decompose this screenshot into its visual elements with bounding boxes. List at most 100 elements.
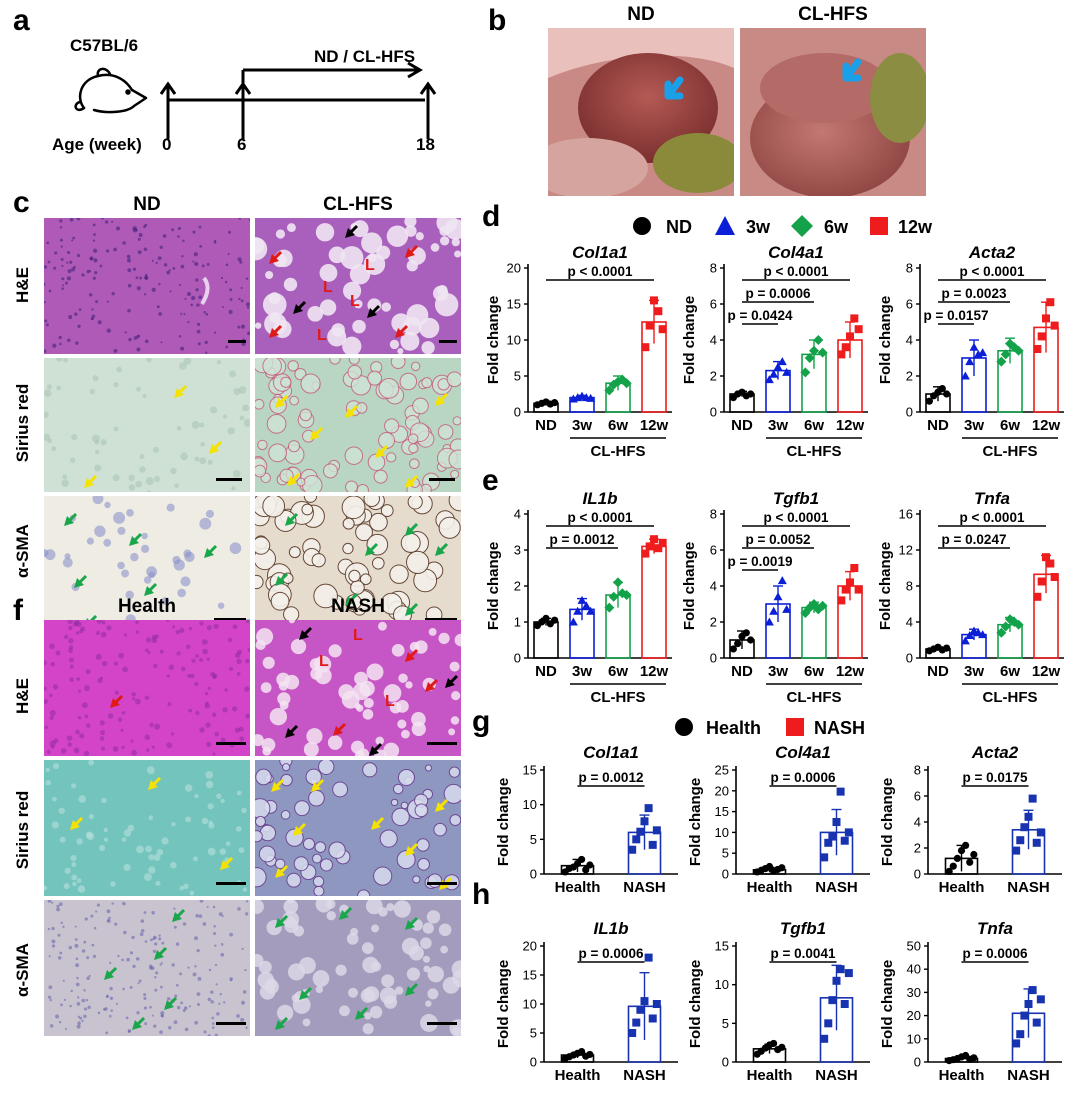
x-tick-label: ND — [535, 663, 557, 680]
black-arrow — [445, 674, 459, 688]
x-tick-label: ND — [731, 663, 753, 680]
green-arrow — [405, 916, 419, 930]
x-tick-label: 3w — [964, 417, 984, 434]
chart-h-il1b: IL1b Fold change 0 5 10 15 20 Health NASH p = 0.0… — [495, 920, 678, 1084]
y-tick-label: 50 — [907, 939, 921, 954]
data-point — [747, 390, 755, 398]
data-point — [970, 850, 978, 859]
data-point — [542, 614, 550, 622]
x-tick-label: ND — [927, 663, 949, 680]
p-value-label: p = 0.0012 — [579, 770, 644, 785]
data-point — [962, 841, 970, 849]
data-point — [645, 321, 654, 330]
green-arrow — [164, 996, 178, 1010]
y-tick-label: 15 — [507, 297, 521, 312]
green-arrow — [275, 572, 289, 586]
c-sirius-nd-image — [44, 358, 250, 492]
data-point — [1012, 846, 1021, 855]
data-point — [969, 342, 979, 351]
yellow-arrow — [174, 384, 188, 398]
data-point — [1042, 314, 1050, 323]
data-point — [945, 867, 953, 875]
data-point — [654, 544, 663, 553]
data-point — [734, 640, 742, 648]
p-value-label: p = 0.0175 — [963, 770, 1028, 785]
y-tick-label: 16 — [899, 507, 913, 522]
y-tick-label: 15 — [523, 763, 537, 778]
data-point — [840, 836, 849, 845]
panel-label-b: b — [488, 4, 507, 37]
data-point — [1024, 1000, 1033, 1008]
green-arrow — [405, 982, 419, 996]
data-point — [621, 378, 632, 389]
yellow-arrow — [311, 778, 325, 792]
green-arrow — [275, 914, 289, 928]
data-point — [1050, 321, 1059, 330]
data-point — [965, 631, 975, 639]
yellow-arrow — [375, 444, 389, 458]
red-arrow — [110, 694, 124, 708]
chart-d-col4a1: Col4a1 Fold change 0 2 4 6 8 ND 3w 6w 12w CL-HFS p =… — [681, 244, 868, 460]
y-tick-label: 4 — [906, 333, 913, 348]
chart-d-acta2: Acta2 Fold change 0 2 4 6 8 ND 3w 6w 12w CL-HFS p = … — [877, 244, 1064, 460]
c-row-label-asma: α-SMA — [13, 524, 32, 578]
y-tick-label: 0 — [914, 1055, 921, 1070]
data-point — [1020, 1011, 1029, 1020]
f-row-label-sirius: Sirius red — [13, 790, 32, 870]
data-point — [1000, 349, 1011, 360]
chart-e-il1b: IL1b Fold change 0 1 2 3 4 ND 3w 6w 12w CL-HFS p = 0… — [485, 490, 672, 706]
p-value-label: p < 0.0001 — [764, 510, 829, 525]
y-tick-label: 5 — [514, 369, 521, 384]
black-arrow — [285, 724, 299, 738]
y-axis-label: Fold change — [681, 542, 698, 630]
data-point — [820, 1034, 829, 1043]
group-label: CL-HFS — [787, 689, 842, 706]
photo-title-nd: ND — [627, 4, 655, 25]
data-point — [551, 616, 559, 624]
data-point — [1032, 838, 1041, 847]
c-asma-nd-image — [44, 496, 250, 632]
y-tick-label: 30 — [907, 985, 921, 1000]
data-point — [824, 1019, 833, 1028]
f-he-health-image — [44, 620, 250, 756]
data-point — [645, 542, 654, 551]
chart-g-acta2: Acta2 Fold change 0 2 4 6 8 Health NASH p = 0.017… — [879, 744, 1062, 896]
x-tick-label: Health — [555, 1067, 601, 1084]
y-tick-label: 40 — [907, 962, 921, 977]
lipid-marker: L — [317, 327, 327, 344]
x-tick-label: 6w — [804, 663, 824, 680]
data-point — [604, 385, 615, 396]
y-tick-label: 20 — [715, 783, 729, 798]
data-point — [844, 828, 853, 837]
p-value-label: p < 0.0001 — [764, 264, 829, 279]
photo-title-clhfs: CL-HFS — [798, 4, 868, 25]
data-point — [850, 564, 859, 572]
data-point — [636, 1005, 645, 1014]
y-tick-label: 2 — [710, 369, 717, 384]
data-point — [1013, 345, 1024, 356]
treatment-label: ND / CL-HFS — [314, 47, 416, 66]
green-arrow — [285, 512, 299, 526]
data-point — [957, 847, 966, 855]
data-point — [577, 595, 587, 604]
data-point — [1036, 828, 1045, 837]
x-tick-label: 6w — [1000, 663, 1020, 680]
legend-marker-6w — [791, 215, 813, 237]
y-tick-label: 8 — [710, 507, 717, 522]
y-axis-label: Fold change — [495, 778, 512, 866]
y-axis-label: Fold change — [879, 960, 896, 1048]
timeline-diagram — [159, 61, 437, 139]
f-sirius-health-image — [44, 760, 250, 896]
data-point — [809, 345, 819, 356]
data-point — [828, 996, 837, 1005]
x-tick-label: NASH — [815, 879, 858, 896]
y-tick-label: 20 — [907, 1008, 921, 1023]
data-point — [1042, 553, 1050, 562]
data-point — [804, 602, 815, 613]
x-tick-label: 3w — [768, 417, 788, 434]
y-tick-label: 8 — [906, 261, 913, 276]
y-tick-label: 0 — [710, 651, 717, 666]
y-tick-label: 10 — [507, 333, 521, 348]
x-tick-label: Health — [939, 1067, 985, 1084]
y-tick-label: 0 — [906, 651, 913, 666]
